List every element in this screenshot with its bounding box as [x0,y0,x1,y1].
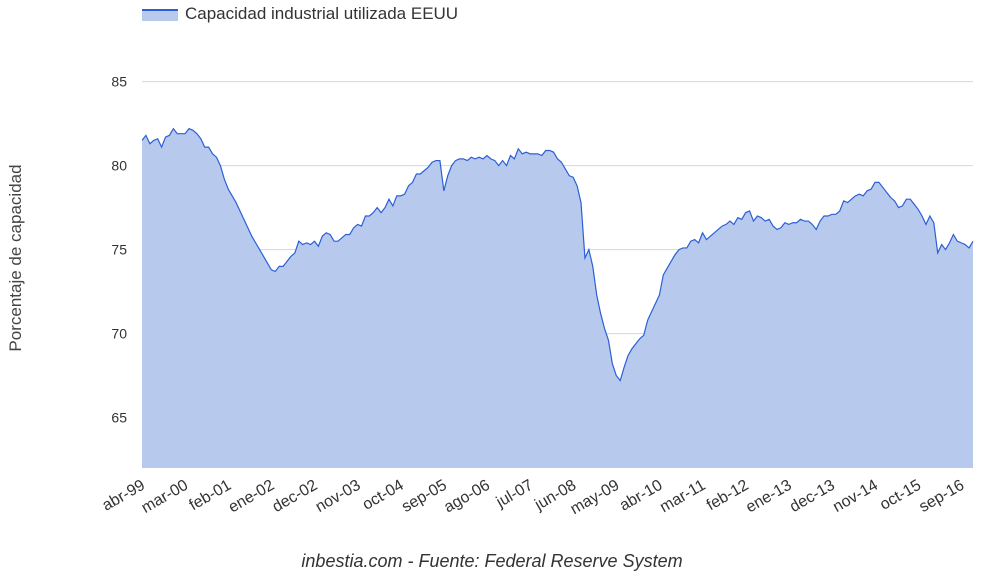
x-tick-label: nov-14 [830,477,881,516]
legend-label: Capacidad industrial utilizada EEUU [185,4,459,23]
x-tick-label: feb-01 [186,477,234,514]
x-tick-label: dec-13 [787,477,838,516]
x-tick-label: oct-04 [360,477,407,514]
source-note: inbestia.com - Fuente: Federal Reserve S… [301,551,683,571]
x-tick-label: sep-16 [916,477,967,516]
x-tick-label: mar-00 [139,477,191,517]
y-tick-label: 65 [111,410,127,426]
legend-swatch [142,9,178,21]
x-tick-label: may-09 [568,477,623,518]
x-tick-label: sep-05 [399,477,450,516]
x-tick-label: ene-13 [743,477,795,517]
x-tick-label: abr-99 [99,477,148,515]
x-tick-label: nov-03 [313,477,364,516]
y-tick-label: 75 [111,242,127,258]
x-tick-label: dec-02 [270,477,321,516]
y-tick-label: 85 [111,74,127,90]
y-axis-ticks: 65 70 75 80 85 [111,74,127,426]
x-tick-label: ene-02 [226,477,278,517]
x-tick-label: oct-15 [877,477,924,514]
series-line [141,127,974,382]
y-tick-label: 70 [111,326,127,342]
x-tick-label: mar-11 [657,477,708,517]
x-tick-label: feb-12 [704,477,752,514]
series-area [142,128,973,468]
x-tick-label: abr-10 [617,477,666,515]
x-axis-ticks: abr-99mar-00feb-01ene-02dec-02nov-03oct-… [99,477,967,518]
x-tick-label: jul-07 [493,477,536,512]
x-tick-label: ago-06 [441,477,493,517]
y-tick-label: 80 [111,158,127,174]
